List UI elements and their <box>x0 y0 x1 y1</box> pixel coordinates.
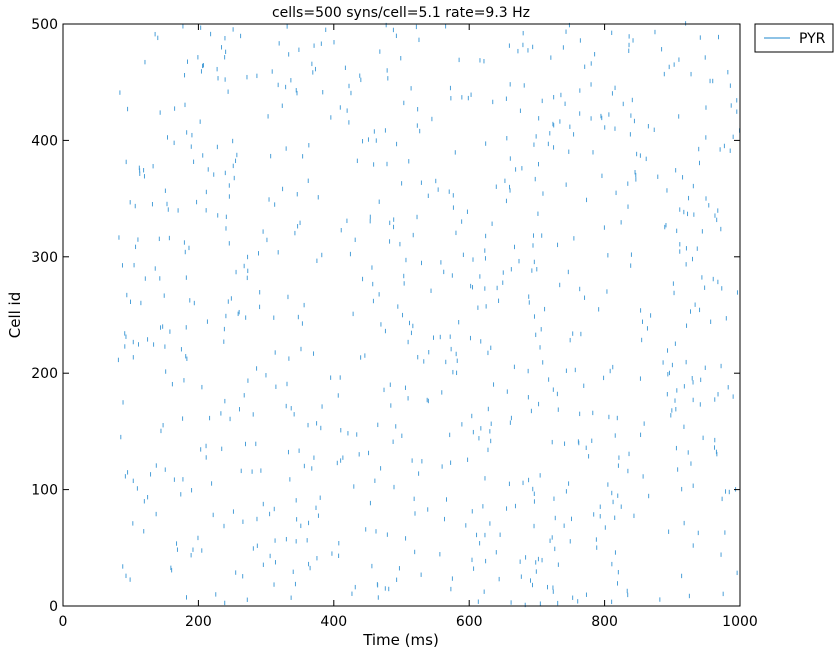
x-tick-label: 400 <box>320 614 347 630</box>
x-tick-label: 600 <box>456 614 483 630</box>
x-tick-label: 200 <box>185 614 212 630</box>
x-tick-label: 0 <box>59 614 68 630</box>
y-tick-label: 0 <box>49 599 58 615</box>
y-tick-label: 200 <box>31 366 58 382</box>
x-tick-label: 1000 <box>722 614 758 630</box>
y-tick-label: 300 <box>31 250 58 266</box>
legend: PYR <box>754 23 834 53</box>
y-tick-label: 400 <box>31 133 58 149</box>
y-tick-label: 100 <box>31 483 58 499</box>
spike-markers <box>117 21 741 608</box>
y-axis-label: Cell id <box>6 292 24 339</box>
legend-label-pyr: PYR <box>799 31 826 47</box>
plot-frame <box>62 23 741 607</box>
x-axis-ticks: 0 200 400 600 800 1000 <box>59 24 758 630</box>
x-tick-label: 800 <box>591 614 618 630</box>
x-axis-label: Time (ms) <box>362 631 439 649</box>
y-axis-ticks: 0 100 200 300 400 500 <box>31 17 740 615</box>
y-tick-label: 500 <box>31 17 58 33</box>
chart-title: cells=500 syns/cell=5.1 rate=9.3 Hz <box>272 5 530 21</box>
